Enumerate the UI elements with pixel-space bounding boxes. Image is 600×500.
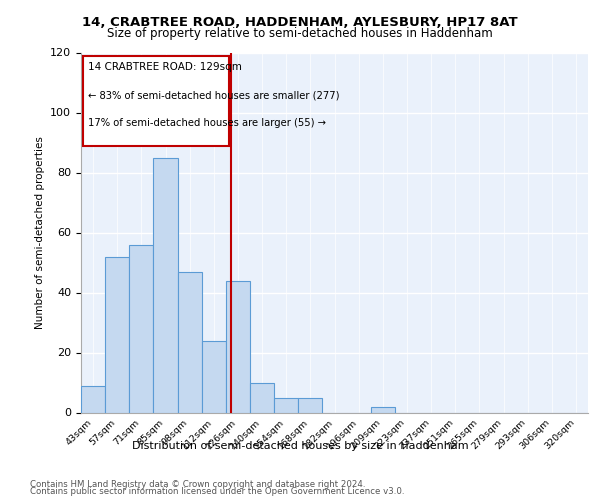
Bar	[178, 272, 202, 412]
Y-axis label: Number of semi-detached properties: Number of semi-detached properties	[35, 136, 44, 329]
Text: Distribution of semi-detached houses by size in Haddenham: Distribution of semi-detached houses by …	[131, 441, 469, 451]
Text: Contains HM Land Registry data © Crown copyright and database right 2024.: Contains HM Land Registry data © Crown c…	[30, 480, 365, 489]
Bar	[129, 244, 154, 412]
Text: ← 83% of semi-detached houses are smaller (277): ← 83% of semi-detached houses are smalle…	[88, 90, 339, 100]
Text: Contains public sector information licensed under the Open Government Licence v3: Contains public sector information licen…	[30, 488, 404, 496]
Bar	[105, 256, 129, 412]
Text: 17% of semi-detached houses are larger (55) →: 17% of semi-detached houses are larger (…	[88, 118, 326, 128]
Bar	[250, 382, 274, 412]
Bar	[202, 340, 226, 412]
Bar	[298, 398, 322, 412]
Bar	[81, 386, 105, 412]
FancyBboxPatch shape	[83, 56, 229, 146]
Text: 14, CRABTREE ROAD, HADDENHAM, AYLESBURY, HP17 8AT: 14, CRABTREE ROAD, HADDENHAM, AYLESBURY,…	[82, 16, 518, 30]
Bar	[226, 280, 250, 412]
Text: Size of property relative to semi-detached houses in Haddenham: Size of property relative to semi-detach…	[107, 26, 493, 40]
Bar	[274, 398, 298, 412]
Bar	[371, 406, 395, 412]
Text: 14 CRABTREE ROAD: 129sqm: 14 CRABTREE ROAD: 129sqm	[88, 62, 242, 72]
Bar	[154, 158, 178, 412]
